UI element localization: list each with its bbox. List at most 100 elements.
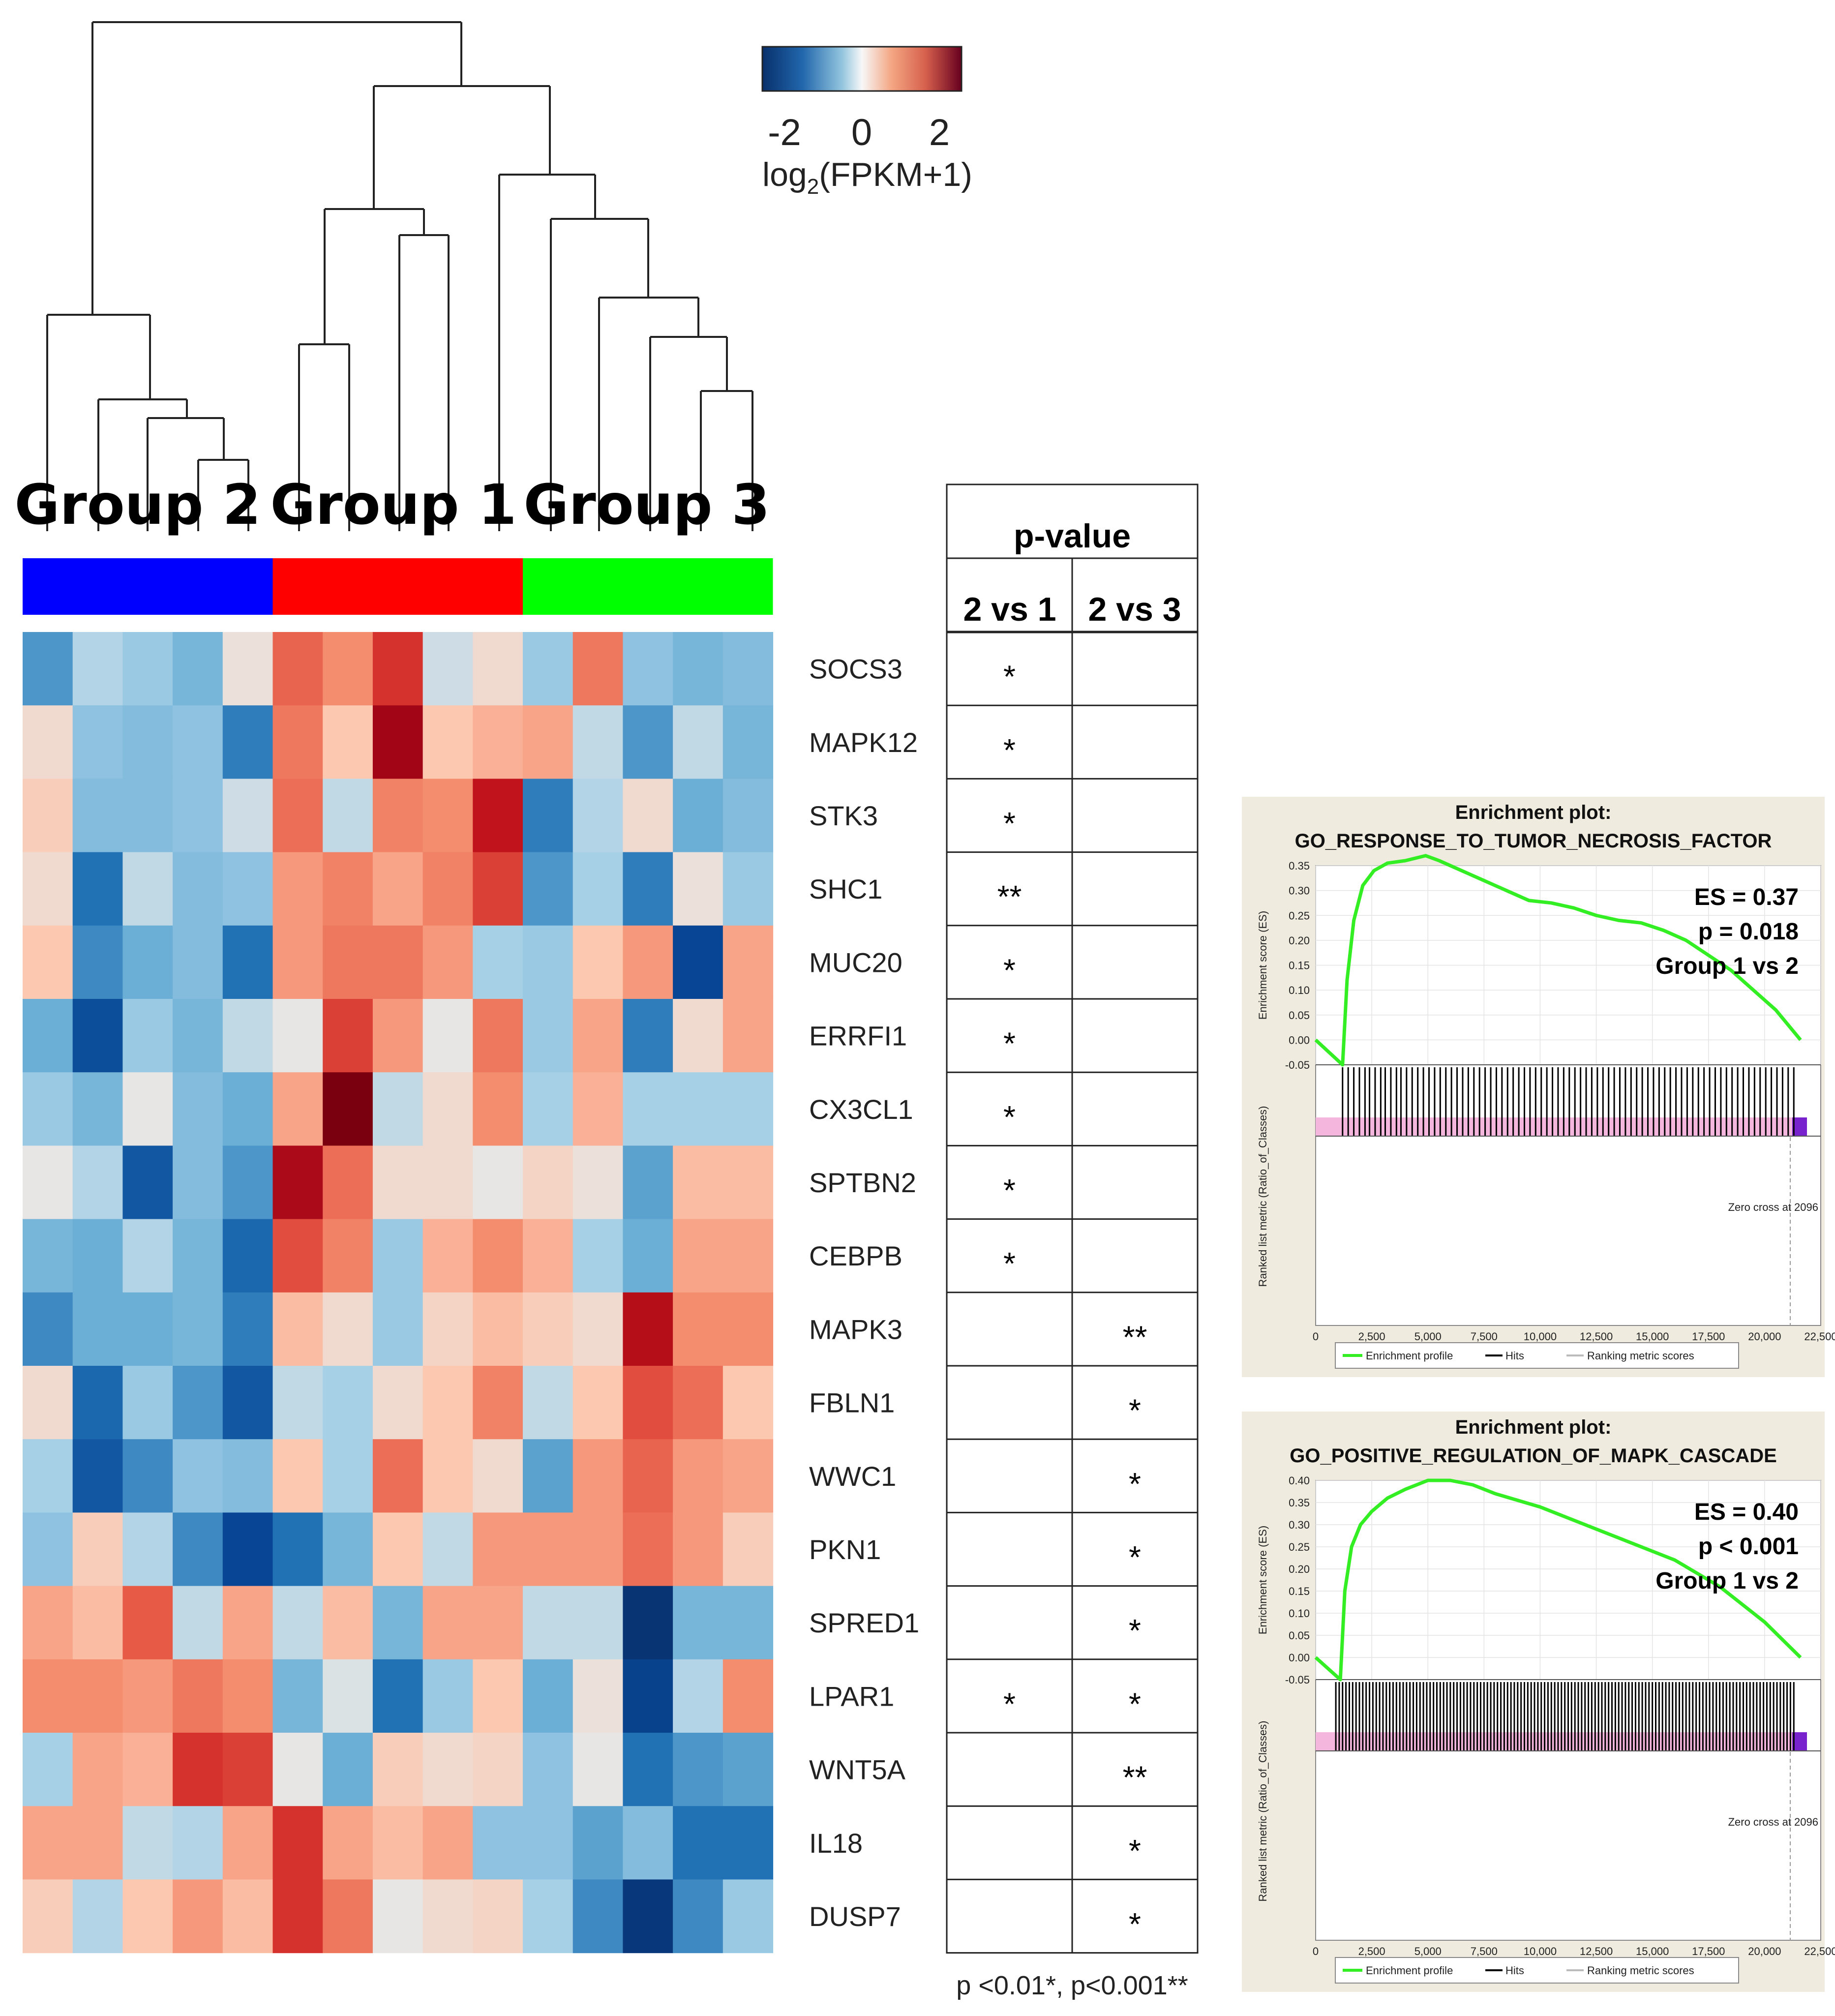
heatmap-cell-cebpb-5: [222, 1219, 273, 1293]
heatmap-cell-wnt5a-6: [272, 1733, 323, 1806]
heatmap-cell-sptbn2-3: [122, 1145, 173, 1220]
heatmap-cell-pkn1-14: [673, 1512, 723, 1587]
heatmap-cell-spred1-7: [323, 1586, 373, 1660]
heatmap-cell-shc1-6: [272, 852, 323, 926]
heatmap-cell-stk3-6: [272, 779, 323, 853]
heatmap-cell-socs3-3: [122, 632, 173, 706]
heatmap-cell-mapk3-6: [272, 1292, 323, 1366]
gsea-y-tick-label: 0.15: [1289, 1585, 1310, 1597]
heatmap-cell-il18-2: [72, 1806, 123, 1880]
heatmap-cell-socs3-12: [572, 632, 623, 706]
heatmap-cell-muc20-14: [673, 925, 723, 999]
heatmap-cell-lpar1-10: [473, 1659, 523, 1733]
heatmap-cell-pkn1-9: [422, 1512, 473, 1587]
gene-label-il18: IL18: [809, 1828, 863, 1859]
heatmap-cell-sptbn2-7: [323, 1145, 373, 1220]
heatmap-cell-cebpb-2: [72, 1219, 123, 1293]
heatmap-cell-errfi1-12: [572, 999, 623, 1073]
pvalue-star-il18-col2: *: [1129, 1833, 1141, 1868]
heatmap-cell-wwc1-2: [72, 1439, 123, 1513]
heatmap-cell-wnt5a-7: [323, 1733, 373, 1806]
gsea-x-tick-label: 22,500: [1804, 1945, 1835, 1957]
heatmap-cell-socs3-11: [523, 632, 573, 706]
heatmap-cell-mapk3-5: [222, 1292, 273, 1366]
pvalue-star-pkn1-col2: *: [1129, 1539, 1141, 1575]
gsea-y-tick-label: 0.35: [1289, 860, 1310, 872]
heatmap-cell-errfi1-15: [722, 999, 774, 1073]
heatmap-cell-lpar1-3: [122, 1659, 173, 1733]
heatmap-cell-errfi1-2: [72, 999, 123, 1073]
heatmap-cell-stk3-15: [722, 779, 774, 853]
heatmap-cell-cx3cl1-9: [422, 1072, 473, 1146]
group-bar-group-1: [272, 558, 523, 615]
colorbar-title: log2(FPKM+1): [762, 156, 972, 199]
heatmap-cell-sptbn2-5: [222, 1145, 273, 1220]
gene-label-fbln1: FBLN1: [809, 1387, 895, 1418]
heatmap-cell-shc1-2: [72, 852, 123, 926]
heatmap-cell-il18-8: [372, 1806, 423, 1880]
heatmap-cell-wnt5a-15: [722, 1733, 774, 1806]
gsea-enrichment-line: [1314, 854, 1802, 1067]
heatmap-cell-stk3-14: [673, 779, 723, 853]
group-label-3: Group 3: [524, 473, 770, 537]
gsea-y-tick-label: 0.20: [1289, 1563, 1310, 1575]
heatmap-cell-socs3-6: [272, 632, 323, 706]
heatmap-cell-fbln1-8: [372, 1366, 423, 1440]
pvalue-star-socs3-col1: *: [1003, 659, 1016, 694]
heatmap-cell-shc1-9: [422, 852, 473, 926]
heatmap-cell-mapk3-3: [122, 1292, 173, 1366]
pvalue-star-spred1-col2: *: [1129, 1613, 1141, 1648]
dendrogram: [46, 21, 753, 531]
gene-label-spred1: SPRED1: [809, 1607, 919, 1638]
heatmap-cell-pkn1-13: [623, 1512, 673, 1587]
heatmap-cell-pkn1-11: [523, 1512, 573, 1587]
heatmap-cell-pkn1-4: [173, 1512, 223, 1587]
heatmap-cell-mapk12-12: [572, 705, 623, 779]
heatmap-cell-wnt5a-5: [222, 1733, 273, 1806]
heatmap-cell-pkn1-8: [372, 1512, 423, 1587]
heatmap-cell-cebpb-14: [673, 1219, 723, 1293]
heatmap-cell-il18-4: [173, 1806, 223, 1880]
gsea-stat-1: ES = 0.37: [1694, 884, 1799, 910]
heatmap-cell-il18-7: [323, 1806, 373, 1880]
heatmap-cell-stk3-3: [122, 779, 173, 853]
heatmap-cell-fbln1-15: [722, 1366, 774, 1440]
heatmap-cell-sptbn2-12: [572, 1145, 623, 1220]
gene-label-wwc1: WWC1: [809, 1461, 896, 1492]
heatmap-cell-cx3cl1-8: [372, 1072, 423, 1146]
heatmap-cell-cebpb-10: [473, 1219, 523, 1293]
heatmap-cell-cx3cl1-2: [72, 1072, 123, 1146]
heatmap-cell-spred1-12: [572, 1586, 623, 1660]
heatmap-cell-socs3-8: [372, 632, 423, 706]
heatmap-cell-wwc1-10: [473, 1439, 523, 1513]
heatmap-cell-mapk12-2: [72, 705, 123, 779]
gene-label-sptbn2: SPTBN2: [809, 1167, 916, 1198]
heatmap-cell-wwc1-14: [673, 1439, 723, 1513]
gsea-x-tick-label: 20,000: [1748, 1330, 1781, 1343]
heatmap-cell-lpar1-7: [323, 1659, 373, 1733]
heatmap-cell-dusp7-3: [122, 1879, 173, 1954]
heatmap-cell-wwc1-3: [122, 1439, 173, 1513]
gsea-title: Enrichment plot:: [1455, 1416, 1612, 1438]
heatmap-cell-shc1-4: [173, 852, 223, 926]
heatmap-cell-mapk3-15: [722, 1292, 774, 1366]
heatmap-cell-wwc1-5: [222, 1439, 273, 1513]
heatmap-cell-lpar1-12: [572, 1659, 623, 1733]
colorbar-legend: -2 0 2 log2(FPKM+1): [761, 46, 972, 199]
group-bar-group-2: [23, 558, 273, 615]
heatmap-cell-lpar1-2: [72, 1659, 123, 1733]
heatmap-cell-dusp7-12: [572, 1879, 623, 1954]
heatmap-cell-cebpb-3: [122, 1219, 173, 1293]
heatmap-cell-muc20-4: [173, 925, 223, 999]
group-bar-group-3: [523, 558, 773, 615]
heatmap-cell-lpar1-13: [623, 1659, 673, 1733]
heatmap-cell-muc20-11: [523, 925, 573, 999]
heatmap-cell-shc1-5: [222, 852, 273, 926]
heatmap-cell-muc20-10: [473, 925, 523, 999]
pvalue-star-stk3-col1: *: [1003, 806, 1016, 841]
heatmap-cell-mapk12-13: [623, 705, 673, 779]
heatmap-cell-spred1-10: [473, 1586, 523, 1660]
gsea-y-tick-label: 0.10: [1289, 1607, 1310, 1620]
heatmap-cell-dusp7-11: [523, 1879, 573, 1954]
gsea-y-tick-label: -0.05: [1285, 1059, 1310, 1071]
